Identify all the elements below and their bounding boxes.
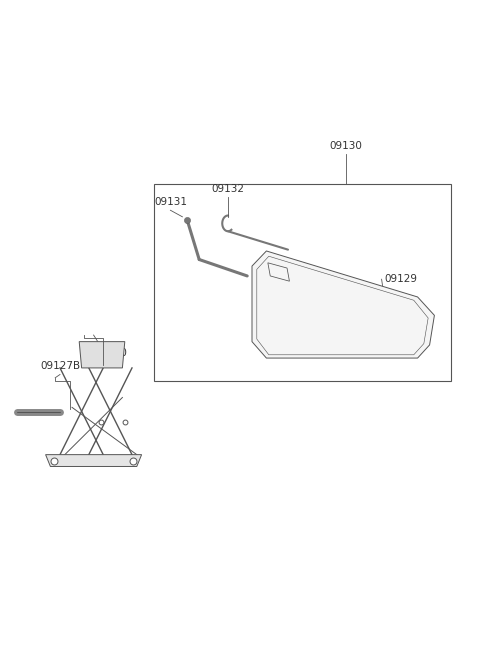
Polygon shape	[46, 455, 142, 466]
Text: 09130: 09130	[329, 141, 362, 151]
Text: 09110: 09110	[94, 348, 127, 358]
Text: 09129: 09129	[384, 274, 417, 284]
Polygon shape	[252, 251, 434, 358]
Text: 09132: 09132	[212, 184, 244, 194]
Text: 09131: 09131	[154, 197, 187, 207]
Text: 09127B: 09127B	[40, 361, 80, 371]
Polygon shape	[79, 342, 125, 368]
